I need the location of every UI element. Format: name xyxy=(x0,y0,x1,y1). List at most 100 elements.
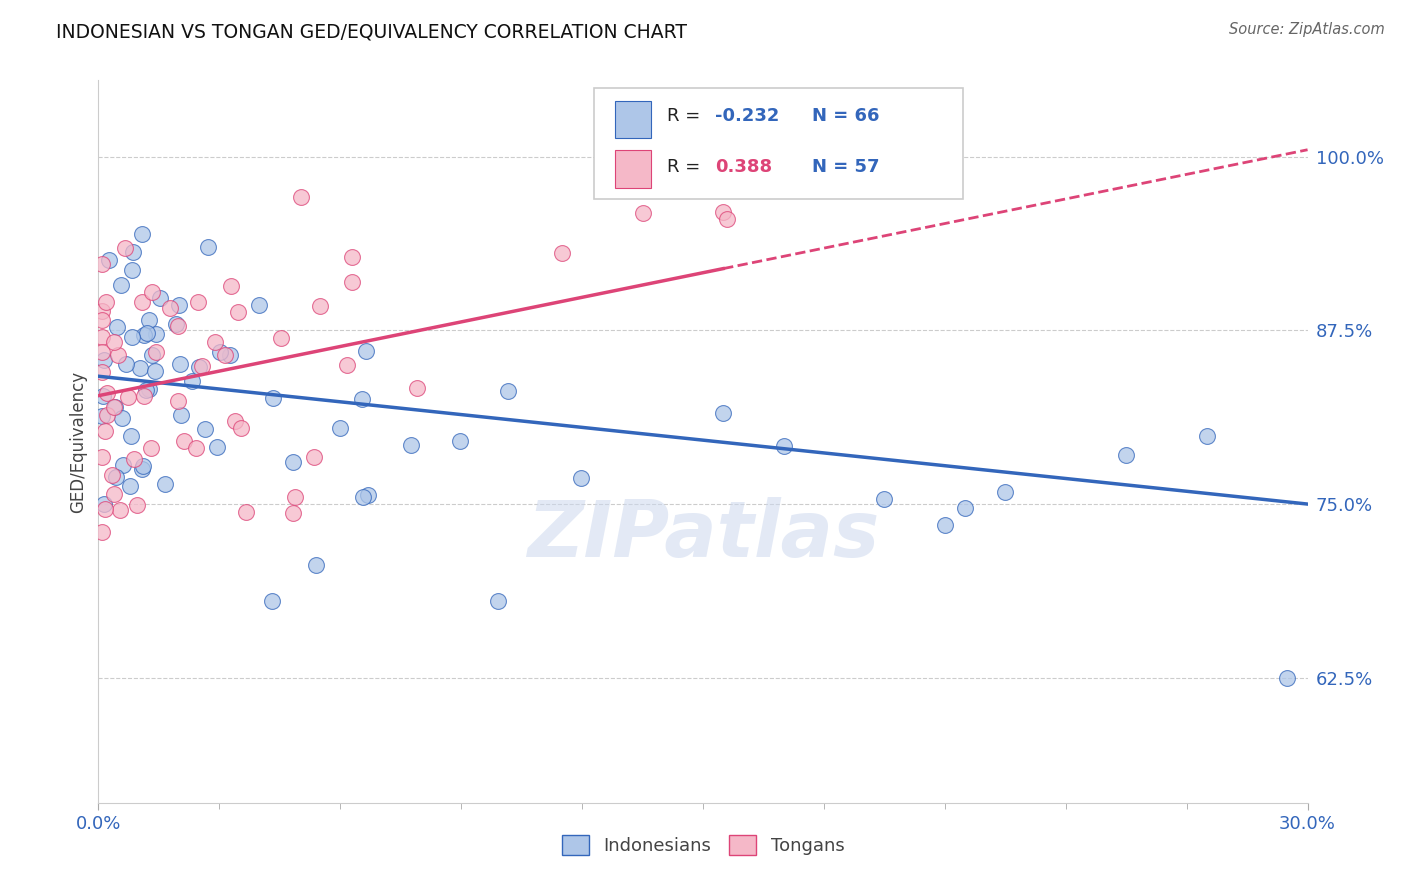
Point xyxy=(184,441,207,455)
Point xyxy=(224,414,246,428)
Point xyxy=(934,518,956,533)
Point xyxy=(262,391,284,405)
Point xyxy=(873,491,896,506)
Point xyxy=(229,421,252,435)
Point xyxy=(121,263,143,277)
Point xyxy=(122,245,145,260)
Point xyxy=(733,180,755,194)
Point xyxy=(1115,449,1137,463)
Point xyxy=(283,506,305,520)
Point xyxy=(114,241,136,255)
Text: INDONESIAN VS TONGAN GED/EQUIVALENCY CORRELATION CHART: INDONESIAN VS TONGAN GED/EQUIVALENCY COR… xyxy=(56,22,688,41)
Legend: Indonesians, Tongans: Indonesians, Tongans xyxy=(554,828,852,863)
Point xyxy=(94,501,117,516)
FancyBboxPatch shape xyxy=(595,87,963,200)
Point xyxy=(131,227,153,242)
Point xyxy=(569,471,592,485)
Point xyxy=(270,330,292,344)
Text: -0.232: -0.232 xyxy=(716,107,779,125)
Point xyxy=(336,358,359,372)
Point xyxy=(180,374,202,388)
Point xyxy=(93,497,115,511)
Bar xyxy=(614,101,651,138)
Point xyxy=(191,359,214,373)
Point xyxy=(121,429,143,443)
Point xyxy=(953,501,976,516)
Point xyxy=(131,462,153,476)
Point xyxy=(96,294,118,309)
Point xyxy=(91,313,114,327)
Text: ZIPatlas: ZIPatlas xyxy=(527,498,879,574)
Point xyxy=(716,212,738,227)
Point xyxy=(117,390,139,404)
Point xyxy=(97,253,120,268)
Text: N = 66: N = 66 xyxy=(811,107,879,125)
Point xyxy=(302,450,325,464)
Text: N = 57: N = 57 xyxy=(811,158,879,176)
Point xyxy=(132,458,155,473)
Point xyxy=(96,385,118,400)
Text: Source: ZipAtlas.com: Source: ZipAtlas.com xyxy=(1229,22,1385,37)
Point xyxy=(91,450,114,464)
Point xyxy=(173,434,195,448)
Point xyxy=(132,389,155,403)
Point xyxy=(96,408,118,422)
Point xyxy=(149,291,172,305)
Point xyxy=(134,327,156,342)
Point xyxy=(356,344,378,359)
Point xyxy=(131,294,153,309)
Point xyxy=(159,301,181,316)
Point xyxy=(111,410,134,425)
Point xyxy=(118,478,141,492)
Point xyxy=(309,299,332,313)
Point xyxy=(91,524,114,539)
Point xyxy=(711,406,734,420)
Point xyxy=(340,250,363,264)
Point xyxy=(551,245,574,260)
Point xyxy=(1195,428,1218,442)
Point xyxy=(101,467,124,482)
Text: 0.388: 0.388 xyxy=(716,158,772,176)
Point xyxy=(352,392,374,407)
Point xyxy=(107,319,129,334)
Point xyxy=(247,298,270,312)
Point xyxy=(129,360,152,375)
Point xyxy=(91,409,114,423)
Point xyxy=(405,381,427,395)
Point xyxy=(169,357,191,371)
Point xyxy=(91,304,114,318)
Point xyxy=(138,382,160,396)
Point xyxy=(114,357,136,371)
Point xyxy=(110,277,132,292)
Point xyxy=(153,477,176,491)
Point xyxy=(262,593,284,607)
Point xyxy=(93,353,115,368)
Point xyxy=(281,455,304,469)
Point xyxy=(486,594,509,608)
Point xyxy=(108,503,131,517)
Point xyxy=(143,364,166,378)
Point xyxy=(1277,671,1299,685)
Y-axis label: GED/Equivalency: GED/Equivalency xyxy=(69,370,87,513)
Point xyxy=(104,470,127,484)
Point xyxy=(145,345,167,359)
Point xyxy=(226,304,249,318)
Point xyxy=(994,485,1017,500)
Point xyxy=(352,490,374,504)
Point xyxy=(399,438,422,452)
Point xyxy=(136,326,159,341)
Point xyxy=(631,206,654,220)
Point xyxy=(329,421,352,435)
Point xyxy=(496,384,519,398)
Bar xyxy=(614,150,651,187)
Point xyxy=(170,408,193,422)
Point xyxy=(167,319,190,334)
Point xyxy=(167,393,190,408)
Point xyxy=(134,383,156,397)
Point xyxy=(107,348,129,362)
Point xyxy=(103,401,125,415)
Point xyxy=(305,558,328,572)
Point xyxy=(125,498,148,512)
Point xyxy=(103,334,125,349)
Point xyxy=(167,298,190,312)
